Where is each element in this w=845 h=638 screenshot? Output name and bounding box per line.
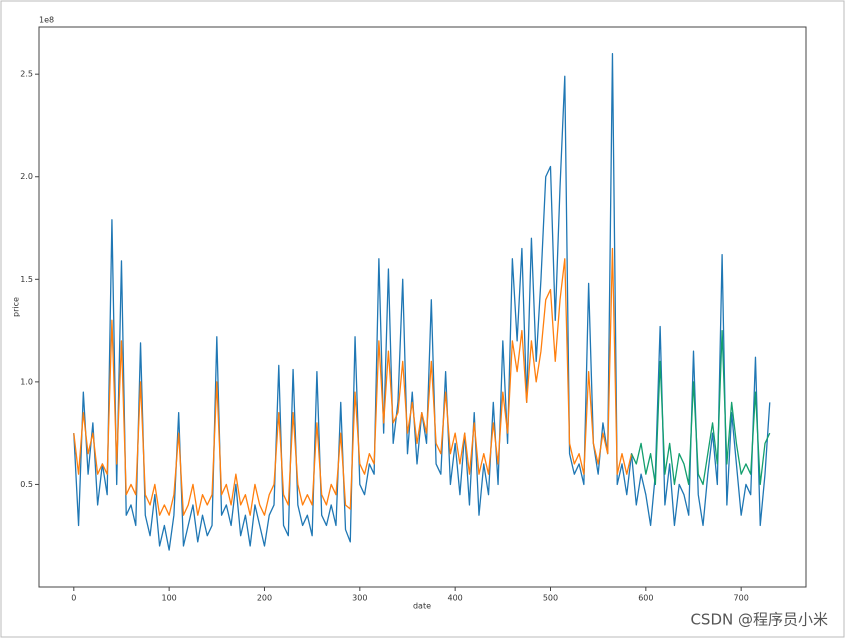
x-tick-label: 300 [352,594,367,603]
x-tick-label: 500 [543,594,558,603]
y-axis-label: price [12,297,21,317]
x-tick-label: 400 [448,594,463,603]
y-tick-label: 1.0 [20,377,33,386]
x-tick-label: 100 [161,594,176,603]
watermark: CSDN @程序员小米 [690,611,828,629]
y-tick-label: 0.5 [20,480,33,489]
x-tick-label: 600 [638,594,653,603]
series-line [630,329,771,486]
axes-frame [38,26,807,588]
y-tick-label: 1.5 [20,275,33,284]
series-line [73,247,633,516]
x-tick-label: 700 [734,594,749,603]
x-tick-label: 200 [257,594,272,603]
y-tick-label: 2.5 [20,70,33,79]
y-tick-label: 2.0 [20,172,33,181]
offset-text: 1e8 [39,16,54,25]
x-axis-label: date [413,602,431,611]
x-tick-label: 0 [71,594,76,603]
